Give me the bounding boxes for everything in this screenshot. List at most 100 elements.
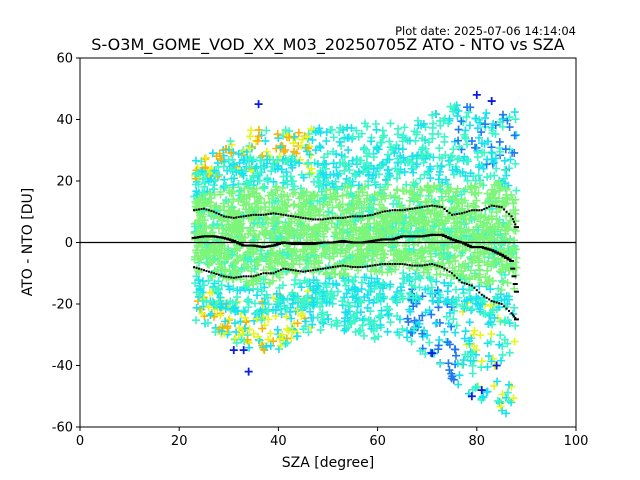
mean-series-point	[455, 213, 458, 216]
scatter-point	[338, 227, 347, 236]
mean-series-point	[371, 264, 374, 267]
scatter-point	[312, 223, 321, 232]
mean-series-point	[336, 216, 339, 219]
scatter-point	[240, 308, 249, 317]
scatter-point	[272, 144, 281, 153]
mean-series-point	[468, 209, 471, 212]
scatter-point	[404, 274, 413, 283]
mean-series-point	[421, 206, 424, 209]
scatter-point	[353, 156, 362, 165]
y-tick-label: -20	[52, 298, 73, 313]
scatter-point	[510, 337, 519, 346]
scatter-point	[424, 138, 433, 147]
mean-series-point	[485, 296, 488, 299]
mean-series-point	[438, 205, 441, 208]
scatter-point	[455, 371, 464, 380]
scatter-point	[316, 143, 325, 152]
scatter-point	[457, 190, 466, 199]
mean-series-point	[508, 213, 511, 216]
mean-series-point	[361, 215, 364, 218]
scatter-point	[269, 337, 278, 346]
scatter-point	[449, 212, 458, 221]
scatter-point	[389, 213, 398, 222]
mean-series-point	[292, 215, 295, 218]
mean-series-point	[319, 218, 322, 221]
scatter-point	[415, 319, 424, 328]
mean-series-point	[436, 205, 439, 208]
mean-series-point	[464, 243, 470, 246]
scatter-point	[468, 305, 477, 314]
mean-series-point	[458, 212, 461, 215]
scatter-point	[498, 406, 507, 415]
scatter-point	[221, 267, 230, 276]
scatter-point	[288, 299, 297, 308]
scatter-point	[247, 126, 256, 135]
scatter-point	[378, 284, 387, 293]
scatter-point	[449, 107, 458, 116]
scatter-point	[428, 123, 437, 132]
scatter-point	[451, 328, 460, 337]
mean-series-point	[504, 256, 510, 259]
scatter-point	[425, 338, 434, 347]
scatter-point	[290, 200, 299, 209]
scatter-point	[245, 155, 254, 164]
scatter-point	[391, 164, 400, 173]
scatter-point	[201, 154, 210, 163]
scatter-point	[275, 226, 284, 235]
scatter-point	[308, 320, 317, 329]
mean-series-point	[485, 206, 488, 209]
scatter-point	[200, 182, 209, 191]
scatter-point	[388, 243, 397, 252]
scatter-point	[279, 172, 288, 181]
mean-series-point	[327, 217, 329, 220]
scatter-point	[426, 187, 435, 196]
mean-series-point	[475, 209, 478, 212]
mean-series-point	[277, 213, 280, 216]
mean-series-point	[391, 263, 394, 266]
scatter-point	[416, 274, 425, 283]
scatter-point	[441, 297, 450, 306]
scatter-point	[267, 167, 276, 176]
scatter-point	[298, 135, 307, 144]
scatter-point	[446, 251, 455, 260]
scatter-point	[350, 312, 359, 321]
mean-series-point	[470, 209, 473, 212]
scatter-point	[369, 153, 378, 162]
scatter-point	[300, 221, 309, 230]
scatter-point	[314, 182, 323, 191]
mean-series-point	[451, 272, 453, 275]
scatter-point	[453, 112, 462, 121]
scatter-point	[499, 110, 508, 119]
scatter-point	[382, 217, 391, 226]
scatter-point	[496, 184, 505, 193]
scatter-point	[489, 260, 498, 269]
scatter-point	[199, 174, 208, 183]
mean-series-point	[513, 318, 519, 321]
scatter-point	[449, 375, 458, 384]
mean-series-point	[381, 210, 384, 213]
scatter-point	[307, 203, 316, 212]
scatter-point	[273, 130, 282, 139]
mean-series-point	[262, 213, 265, 216]
scatter-point	[439, 249, 448, 258]
scatter-point	[495, 178, 504, 187]
mean-series-point	[242, 275, 245, 278]
scatter-point	[280, 257, 289, 266]
scatter-point	[346, 189, 355, 198]
mean-series-point	[314, 268, 317, 271]
scatter-point	[405, 136, 414, 145]
scatter-point	[348, 132, 357, 141]
scatter-point	[472, 196, 481, 205]
scatter-point	[230, 174, 239, 183]
scatter-point	[407, 337, 416, 346]
scatter-point	[210, 185, 219, 194]
scatter-point	[491, 292, 500, 301]
scatter-point	[284, 221, 293, 230]
scatter-point	[454, 293, 463, 302]
mean-series-point	[250, 275, 253, 278]
mean-series-point	[488, 205, 491, 208]
scatter-point	[409, 245, 418, 254]
scatter-point	[412, 192, 421, 201]
scatter-point	[265, 198, 274, 207]
scatter-point	[356, 184, 365, 193]
